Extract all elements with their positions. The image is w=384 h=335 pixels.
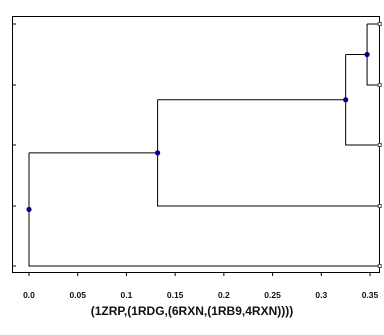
branch-n2-lower (345, 54, 380, 146)
x-tick-label: 0.3 (315, 290, 327, 300)
plot-frame (12, 16, 380, 273)
x-ticks (28, 272, 371, 276)
x-tick-label: 0.2 (218, 290, 230, 300)
branch-root-lower (28, 152, 380, 267)
y-ticks (12, 23, 16, 267)
tree-branches (28, 23, 380, 267)
internal-node-n3 (364, 51, 370, 58)
x-tick-label: 0.15 (167, 290, 184, 300)
x-tick-label: 0.05 (69, 290, 86, 300)
leaf-marker-1ZRP (377, 264, 382, 268)
x-tick-label: 0.1 (121, 290, 133, 300)
internal-node-n1 (155, 150, 161, 156)
x-tick-label: 0.35 (362, 290, 379, 300)
x-tick-label: 0.25 (264, 290, 281, 300)
x-tick-labels: 0.0 0.05 0.1 0.15 0.2 0.25 0.3 0.35 (23, 290, 378, 300)
tree-plot: 0.0 0.05 0.1 0.15 0.2 0.25 0.3 0.35 (12, 16, 382, 300)
leaf-marker-1RDG (377, 204, 382, 208)
tree-nodes (26, 22, 382, 268)
leaf-marker-1RB9 (377, 22, 382, 26)
leaf-marker-6RXN (377, 143, 382, 147)
internal-node-n2 (343, 97, 349, 103)
newick-string: (1ZRP,(1RDG,(6RXN,(1RB9,4RXN)))) (90, 304, 294, 318)
branch-n3-lower (366, 24, 380, 86)
x-tick-label: 0.0 (23, 290, 35, 300)
leaf-marker-4RXN (377, 83, 382, 87)
branch-n1-lower (157, 99, 380, 207)
internal-node-root (26, 206, 32, 213)
